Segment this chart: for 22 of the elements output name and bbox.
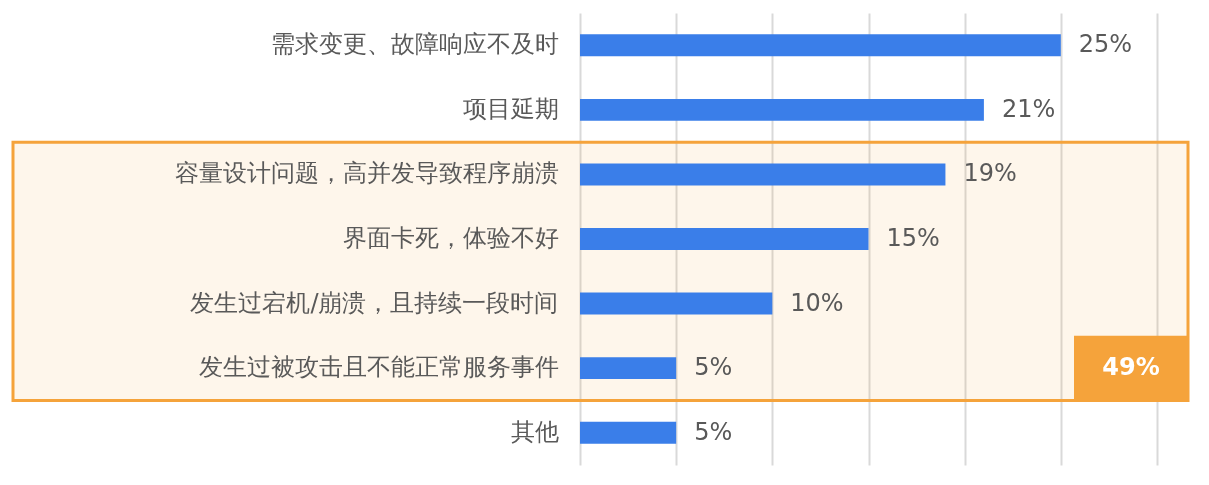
y-tick-label: 需求变更、故障响应不及时 bbox=[270, 30, 559, 59]
bar bbox=[580, 163, 946, 186]
data-label: 5% bbox=[694, 353, 733, 382]
band-label: 49% bbox=[1102, 353, 1160, 382]
data-label: 10% bbox=[790, 288, 844, 317]
bar bbox=[580, 357, 677, 380]
y-tick-label: 项目延期 bbox=[462, 94, 559, 123]
y-tick-label: 其他 bbox=[510, 417, 559, 446]
bar bbox=[580, 292, 773, 315]
data-label: 25% bbox=[1078, 30, 1133, 59]
y-tick-label: 容量设计问题，高并发导致程序崩溃 bbox=[174, 159, 559, 188]
bar bbox=[580, 34, 1061, 57]
y-tick-label: 发生过被攻击且不能正常服务事件 bbox=[198, 353, 559, 382]
data-label: 5% bbox=[694, 417, 733, 446]
y-tick-label: 界面卡死，体验不好 bbox=[342, 224, 559, 252]
y-tick-label: 发生过宕机/崩溃，且持续一段时间 bbox=[190, 288, 559, 317]
bar bbox=[580, 98, 984, 121]
bar bbox=[580, 228, 869, 250]
data-label: 19% bbox=[963, 159, 1017, 188]
data-label: 15% bbox=[886, 224, 940, 252]
bar bbox=[580, 421, 677, 444]
data-label: 21% bbox=[1001, 94, 1056, 123]
